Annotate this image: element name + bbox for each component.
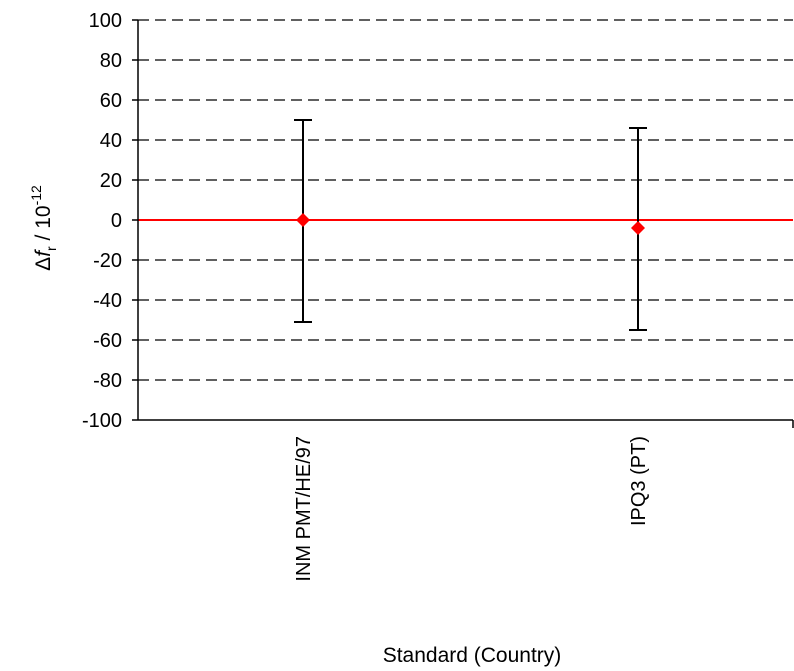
y-tick-label: -80 xyxy=(93,370,122,392)
error-bars xyxy=(294,119,647,331)
gridlines xyxy=(138,19,793,381)
y-axis-title: Δfr / 10-12 xyxy=(28,185,59,271)
y-tick-label: 100 xyxy=(89,10,122,32)
y-tick-label: 60 xyxy=(100,90,122,112)
y-axis-title-middle: / 10 xyxy=(32,205,55,246)
x-axis-title: Standard (Country) xyxy=(383,644,562,667)
y-axis-title-prefix: Δ xyxy=(32,257,55,271)
axes xyxy=(132,19,794,428)
data-point xyxy=(631,221,645,235)
y-tick-label: -100 xyxy=(82,410,122,432)
data-markers xyxy=(296,213,645,235)
y-tick-label: 80 xyxy=(100,50,122,72)
y-tick-label: 0 xyxy=(111,210,122,232)
y-tick-label: 40 xyxy=(100,130,122,152)
y-tick-label: -40 xyxy=(93,290,122,312)
y-tick-label: -20 xyxy=(93,250,122,272)
x-tick-label: INM PMT/HE/97 xyxy=(293,436,315,582)
data-point xyxy=(296,213,310,227)
x-tick-label: IPQ3 (PT) xyxy=(628,436,650,526)
y-axis-title-subscript: r xyxy=(43,246,59,251)
y-tick-labels: 100 80 60 40 20 0 -20 -40 -60 -80 -100 xyxy=(82,10,122,432)
y-axis-title-superscript: -12 xyxy=(28,185,44,205)
y-tick-label: 20 xyxy=(100,170,122,192)
y-axis-title-symbol: f xyxy=(32,249,55,257)
x-tick-labels: INM PMT/HE/97 IPQ3 (PT) xyxy=(293,436,650,582)
y-tick-label: -60 xyxy=(93,330,122,352)
